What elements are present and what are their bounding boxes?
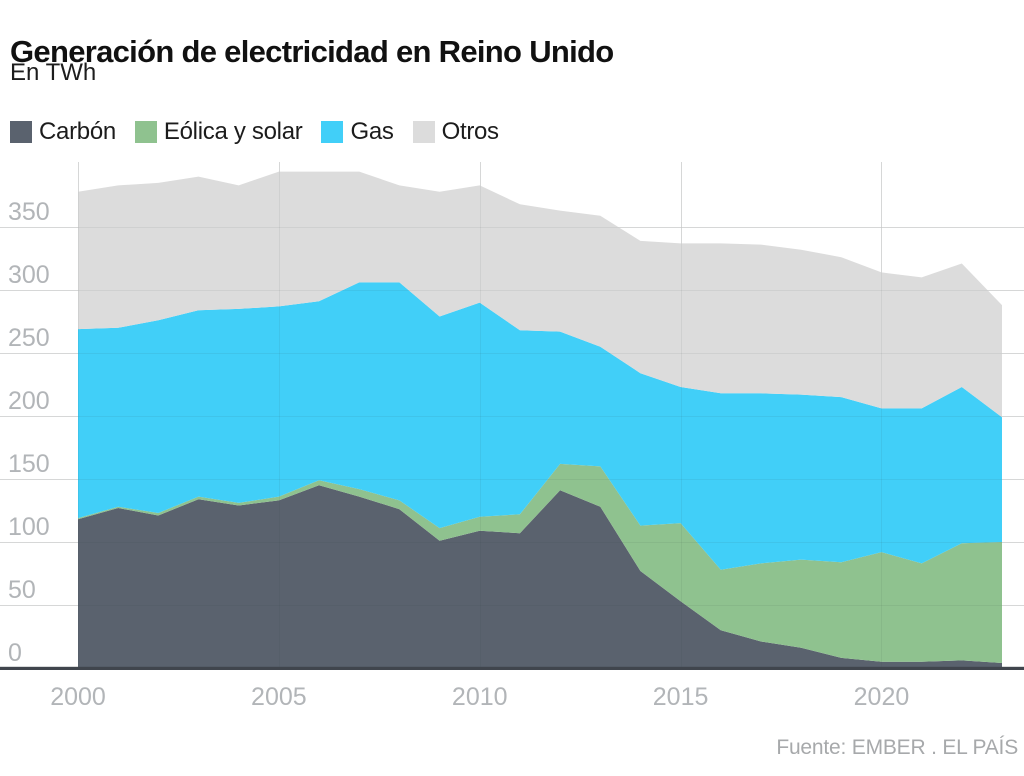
area-eolica-y-solar [78, 463, 1002, 663]
chart-legend: Carbón Eólica y solar Gas Otros [10, 118, 518, 146]
legend-swatch-eolica-y-solar [134, 121, 157, 143]
chart-subtitle: En TWh [10, 59, 97, 86]
legend-label: Eólica y solar [163, 118, 303, 145]
x-tick-label: 2005 [251, 683, 307, 711]
y-tick-label: 50 [8, 576, 36, 604]
y-tick-label: 250 [8, 324, 50, 352]
y-tick-label: 300 [8, 261, 50, 289]
legend-label: Carbón [39, 118, 116, 145]
x-axis-line [0, 666, 1024, 670]
legend-item-eolica-y-solar: Eólica y solar [134, 118, 303, 146]
x-tick-label: 2010 [452, 683, 508, 711]
legend-swatch-otros [412, 121, 435, 143]
legend-swatch-carbon [10, 121, 32, 143]
y-tick-label: 100 [8, 513, 50, 541]
chart-title: Generación de electricidad en Reino Unid… [10, 33, 614, 69]
legend-item-otros: Otros [412, 118, 499, 146]
area-carbon [78, 485, 1002, 668]
legend-swatch-gas [321, 121, 344, 143]
legend-item-gas: Gas [321, 118, 394, 146]
x-tick-label: 2020 [854, 683, 910, 711]
legend-label: Otros [441, 118, 499, 145]
legend-label: Gas [350, 118, 394, 145]
x-tick-label: 2000 [50, 683, 106, 711]
chart-svg: 0 50 100 150 200 250 300 350 2000 2005 2010 2015 202… [0, 162, 1024, 711]
y-tick-label: 0 [8, 639, 22, 667]
x-tick-label: 2015 [653, 683, 709, 711]
y-tick-label: 350 [8, 198, 50, 226]
legend-item-carbon: Carbón [10, 118, 116, 146]
source-credit: Fuente: EMBER . EL PAÍS [776, 736, 1018, 759]
y-tick-label: 200 [8, 387, 50, 415]
y-tick-label: 150 [8, 450, 50, 478]
area-gas [78, 282, 1002, 570]
gridlines-overlay [0, 162, 1024, 668]
area-otros [78, 171, 1002, 418]
stacked-area-chart: 0 50 100 150 200 250 300 350 2000 2005 2010 2015 202… [0, 160, 1024, 720]
